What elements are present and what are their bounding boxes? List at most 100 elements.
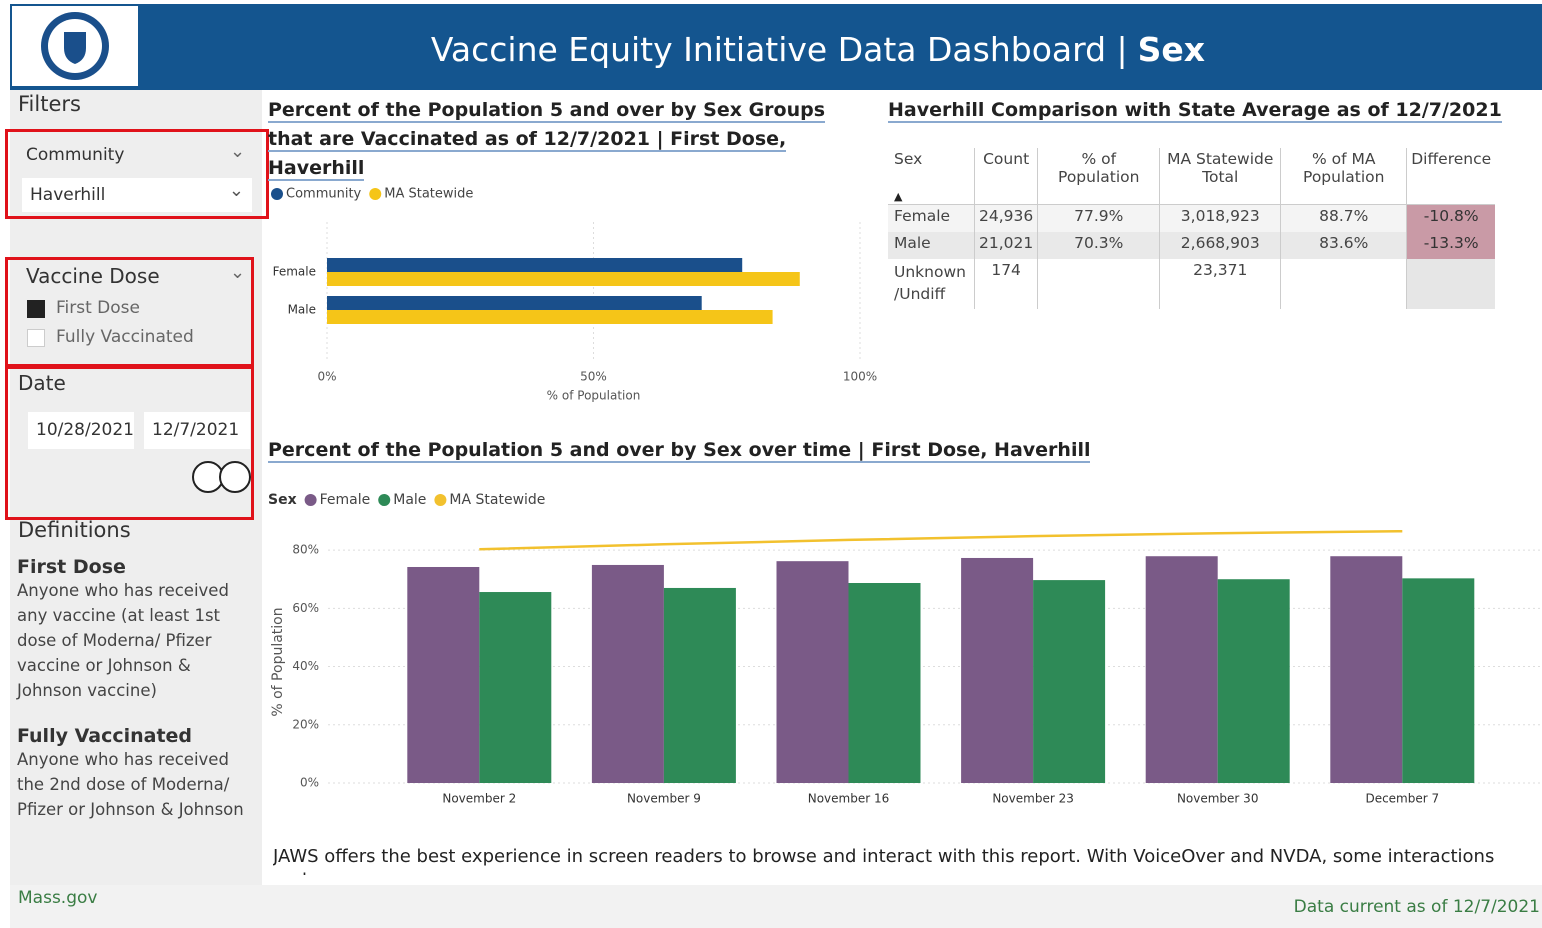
table-cell: -10.8% — [1406, 204, 1496, 232]
definition-text: Anyone who has received the 2nd dose of … — [17, 750, 244, 819]
definition-term: Fully Vaccinated — [17, 725, 193, 747]
table-cell: 88.7% — [1280, 204, 1407, 232]
x-tick-label: November 9 — [627, 792, 701, 806]
bar — [1033, 580, 1106, 783]
filters-title: Filters — [18, 92, 81, 116]
x-tick-label: November 16 — [808, 792, 890, 806]
y-tick-label: 0% — [300, 776, 319, 790]
table-cell: 23,371 — [1159, 259, 1281, 309]
legend-swatch — [369, 188, 382, 200]
header-row: Sex Count% of Population MA Statewide Tota… — [888, 148, 1496, 205]
x-tick-label: 50% — [580, 370, 607, 384]
x-axis-label: % of Population — [547, 389, 641, 403]
bar — [479, 592, 552, 783]
table-cell: -13.3% — [1406, 232, 1496, 259]
bar — [327, 296, 702, 310]
table-cell: 70.3% — [1037, 232, 1160, 259]
table-cell: Male — [894, 234, 931, 252]
checkbox[interactable] — [27, 300, 45, 318]
date-filter — [5, 366, 254, 520]
legend-swatch — [434, 494, 447, 506]
legend-swatch — [304, 494, 317, 506]
legend-swatch — [271, 188, 283, 200]
date-end[interactable]: 12/7/2021 — [144, 412, 250, 449]
legend-label: MA Statewide — [449, 492, 545, 508]
y-axis-label: % of Population — [270, 607, 286, 716]
table-cell — [1037, 259, 1160, 309]
table-cell — [1406, 259, 1496, 309]
bar — [961, 557, 1034, 783]
bar — [327, 258, 743, 272]
date-start[interactable]: 10/28/2021 — [28, 412, 134, 449]
y-tick-label: 20% — [292, 717, 319, 731]
x-tick-label: 0% — [317, 370, 336, 384]
dropdown-chevron[interactable]: ⌄ — [230, 141, 246, 162]
community-label: Community — [26, 145, 125, 165]
seal — [41, 12, 109, 80]
y-tick-label: 80% — [292, 543, 319, 557]
table-row: Unknown /Undiff 174 23,371 — [888, 259, 1496, 309]
footer — [10, 885, 1542, 928]
community-value: Haverhill — [30, 185, 106, 205]
table-cell: Female — [894, 207, 951, 225]
date-slider[interactable] — [190, 458, 254, 498]
table-cell: 24,936 — [973, 204, 1038, 232]
option-label: First Dose — [56, 298, 140, 318]
title-section: Sex — [1137, 30, 1206, 69]
bar — [591, 564, 664, 783]
column-header: Sex — [888, 148, 975, 205]
data-date: Data current as of 12/7/2021 — [1293, 897, 1540, 917]
table-cell: 83.6% — [1280, 232, 1407, 259]
checkbox[interactable] — [27, 329, 45, 347]
x-tick-label: December 7 — [1365, 792, 1439, 806]
y-tick-label: 60% — [292, 601, 319, 615]
y-tick-label: Male — [288, 303, 316, 317]
definition-text: Anyone who has received any vaccine (at … — [17, 581, 229, 700]
table-cell — [1280, 259, 1407, 309]
column-header: % of Population — [1037, 148, 1160, 205]
bar — [776, 561, 849, 783]
y-tick-label: Female — [273, 265, 316, 279]
line-series — [479, 529, 1403, 551]
legend-swatch — [378, 494, 391, 506]
chart-title-text: Percent of the Population 5 and over by … — [268, 99, 826, 181]
chart-title: Percent of the Population 5 and over by … — [268, 96, 838, 183]
y-tick-label: 40% — [292, 659, 319, 673]
chart-title: Percent of the Population 5 and over by … — [268, 436, 1168, 465]
legend-label: Community — [286, 187, 362, 202]
option-label: Fully Vaccinated — [56, 327, 194, 347]
column-header: Count — [973, 148, 1038, 205]
column-header: Difference — [1406, 148, 1496, 205]
column-header: % of MA Population — [1280, 148, 1407, 205]
community-select[interactable]: Haverhill ⌄ — [22, 178, 252, 212]
notice: JAWS offers the best experience in scree… — [273, 846, 1495, 875]
bar — [327, 310, 773, 324]
bar — [1330, 556, 1403, 783]
table-row: Male 21,021 70.3% 2,668,903 83.6% -13.3% — [888, 232, 1496, 259]
table-cell: 77.9% — [1037, 204, 1160, 232]
footer-link[interactable]: Mass.gov — [18, 888, 98, 908]
table-row: Female 24,936 77.9% 3,018,923 88.7% -10.8% — [888, 204, 1496, 232]
dose-label: Vaccine Dose — [26, 264, 160, 288]
bar — [663, 587, 736, 783]
bar — [1217, 579, 1290, 783]
definition-term: First Dose — [17, 556, 126, 578]
dropdown-chevron[interactable]: ⌄ — [230, 262, 246, 283]
table-head: Sex Count% of Population MA Statewide Tota… — [888, 148, 1496, 205]
community-filter — [5, 129, 269, 219]
table-cell: 2,668,903 — [1159, 232, 1281, 259]
header-title: Vaccine Equity Initiative Data Dashboard… — [138, 4, 1498, 90]
chart-title-text: Percent of the Population 5 and over by … — [268, 439, 1091, 463]
definitions: First Dose Anyone who has received any va… — [17, 546, 257, 822]
table-title-text: Haverhill Comparison with State Average … — [888, 99, 1502, 123]
bar — [327, 272, 800, 286]
bar — [848, 583, 921, 783]
table-cell: 174 — [973, 259, 1038, 309]
legend-label: MA Statewide — [384, 187, 473, 202]
legend-label: Female — [320, 492, 371, 508]
x-tick-label: November 2 — [442, 792, 516, 806]
legend-title: Sex — [268, 492, 297, 508]
x-tick-label: November 23 — [992, 792, 1074, 806]
header-bar — [10, 4, 1542, 90]
